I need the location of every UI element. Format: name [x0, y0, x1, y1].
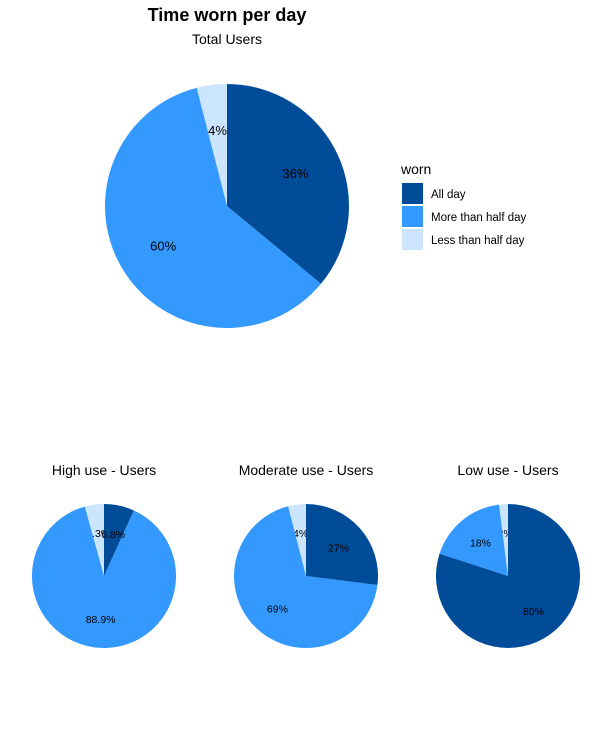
- pie-slice-less-than-half-day: [196, 84, 227, 206]
- pie-slice-all-day: [306, 504, 378, 586]
- pie-label-all-day: 27%: [328, 542, 349, 554]
- legend-label-less-than-half-day: Less than half day: [431, 235, 525, 247]
- pie-slice-more-than-half-day: [104, 87, 322, 329]
- pie-label-more-than-half-day: 69%: [267, 603, 288, 615]
- pie-label-more-than-half-day: 60%: [150, 239, 176, 254]
- pie-slice-more-than-half-day: [31, 506, 176, 648]
- pie-slice-more-than-half-day: [234, 506, 378, 648]
- pie-label-less-than-half-day: 4%: [293, 528, 308, 540]
- pie-title: Moderate use - Users: [239, 462, 374, 478]
- pie-label-all-day: 80%: [523, 606, 544, 618]
- pie-slice-more-than-half-day: [439, 504, 508, 576]
- pie-slice-all-day: [104, 504, 134, 576]
- legend: worn All day More than half day Less tha…: [400, 161, 527, 250]
- pie-moderate-use-users: Moderate use - Users 4% 69% 27%: [234, 462, 378, 648]
- pie-slice-all-day: [227, 84, 349, 284]
- pie-label-less-than-half-day: 4%: [208, 123, 227, 138]
- chart-title: Time worn per day: [148, 5, 307, 25]
- pie-title: High use - Users: [52, 462, 156, 478]
- legend-label-all-day: All day: [431, 189, 466, 201]
- pie-label-more-than-half-day: 88.9%: [86, 614, 116, 626]
- pie-slice-all-day: [436, 504, 580, 649]
- pie-slice-less-than-half-day: [84, 504, 104, 576]
- pie-title: Low use - Users: [457, 462, 558, 478]
- pie-label-more-than-half-day: 18%: [470, 538, 491, 550]
- legend-swatch-more-than-half-day: [402, 206, 423, 227]
- legend-title: worn: [400, 161, 431, 177]
- pie-total-users: Total Users 4% 60% 36%: [104, 31, 349, 329]
- legend-swatch-less-than-half-day: [402, 229, 423, 250]
- legend-swatch-all-day: [402, 183, 423, 204]
- pie-slice-less-than-half-day: [498, 504, 508, 576]
- pie-label-all-day: 36%: [282, 166, 308, 181]
- pie-slice-less-than-half-day: [288, 504, 306, 576]
- pie-title: Total Users: [192, 31, 262, 47]
- legend-label-more-than-half-day: More than half day: [431, 212, 527, 224]
- pie-label-all-day: 6.8%: [101, 529, 125, 541]
